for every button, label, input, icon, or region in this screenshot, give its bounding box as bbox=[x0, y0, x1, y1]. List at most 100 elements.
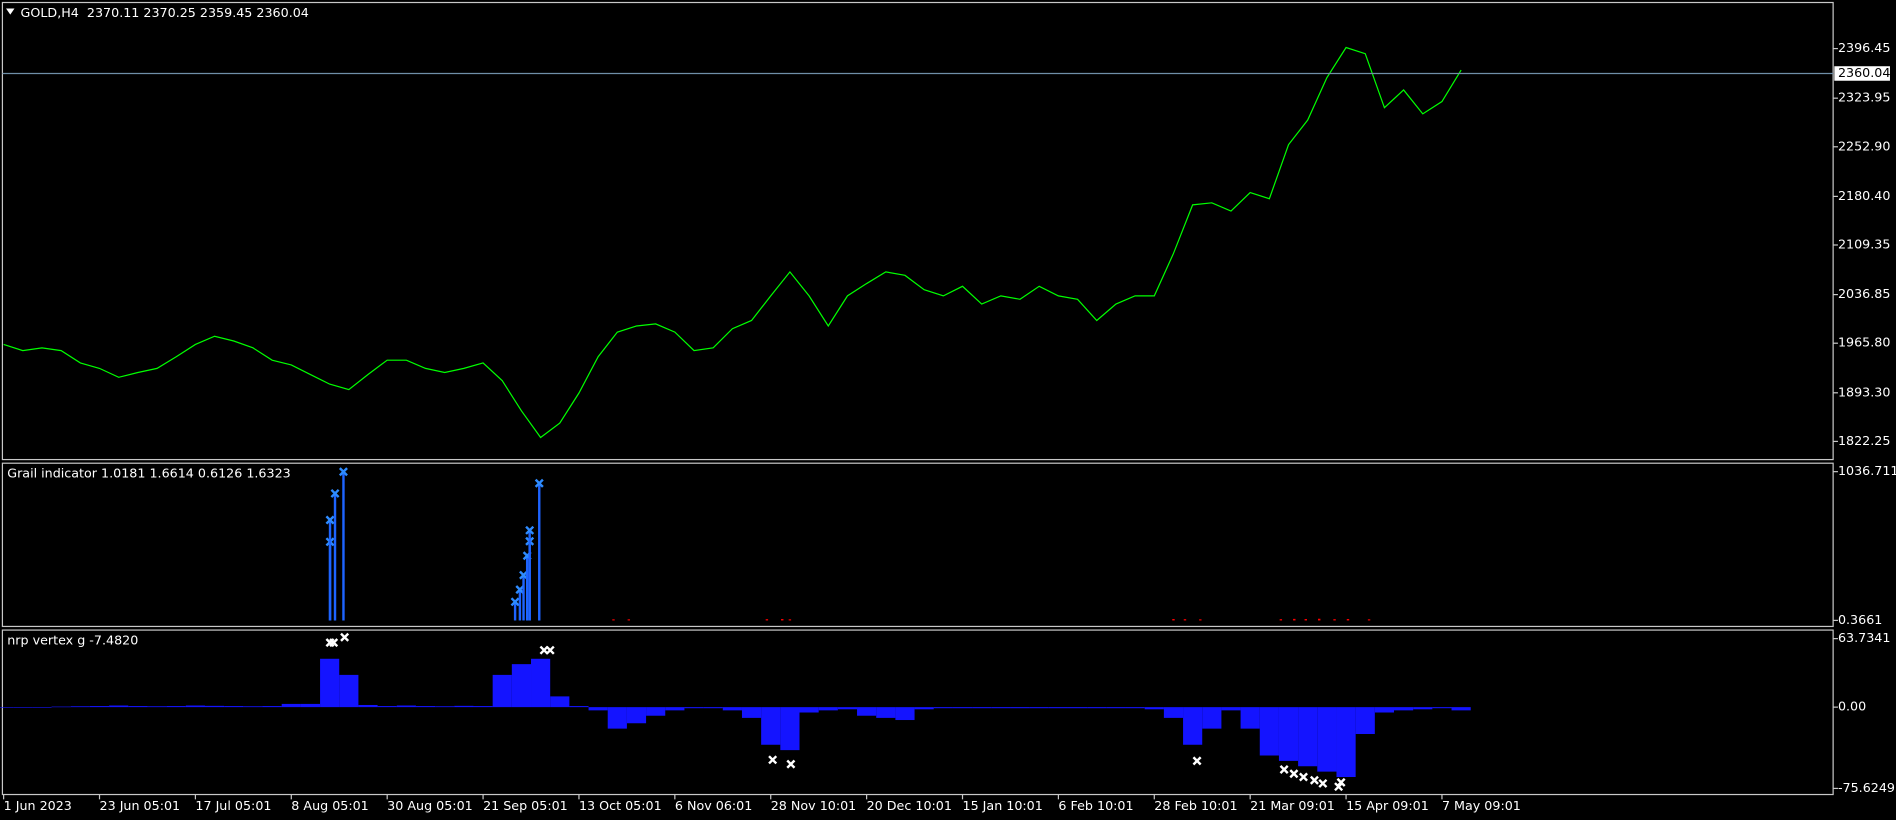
x-tick-label: 15 Jan 10:01 bbox=[963, 798, 1043, 813]
histogram-bar bbox=[32, 707, 52, 708]
y-tick-label: 1965.80 bbox=[1838, 335, 1890, 350]
x-tick-label: 20 Dec 10:01 bbox=[867, 798, 952, 813]
histogram-bar bbox=[262, 706, 282, 708]
histogram-bar bbox=[1125, 707, 1145, 709]
x-tick-label: 28 Feb 10:01 bbox=[1154, 798, 1237, 813]
histogram-bar bbox=[895, 707, 915, 721]
y-tick-label: 2036.85 bbox=[1838, 286, 1890, 301]
histogram-bar bbox=[550, 696, 570, 708]
signal-marker bbox=[1318, 778, 1328, 788]
histogram-bar bbox=[358, 704, 378, 708]
histogram-bar bbox=[1048, 707, 1068, 709]
histogram-bar bbox=[665, 707, 685, 711]
histogram-bar bbox=[224, 706, 244, 708]
stem-marker bbox=[519, 570, 529, 580]
y-tick-label: 0.00 bbox=[1838, 699, 1866, 714]
histogram-bar bbox=[818, 707, 838, 711]
histogram-bar bbox=[320, 658, 340, 708]
y-tick-label: 63.7341 bbox=[1838, 630, 1890, 645]
histogram-bar bbox=[1029, 707, 1049, 709]
stem-marker bbox=[330, 488, 340, 498]
collapse-arrow[interactable] bbox=[6, 8, 15, 15]
histogram-bar bbox=[70, 706, 90, 708]
histogram-bar bbox=[51, 706, 71, 708]
histogram-bar bbox=[1432, 707, 1452, 709]
histogram-bar bbox=[473, 706, 493, 708]
histogram-bar bbox=[876, 707, 896, 718]
histogram-bar bbox=[1298, 707, 1318, 767]
histogram-bar bbox=[857, 707, 877, 716]
signal-marker bbox=[786, 759, 796, 769]
histogram-bar bbox=[1374, 707, 1395, 713]
signal-marker bbox=[768, 755, 778, 765]
histogram-bar bbox=[300, 703, 321, 708]
histogram-bar bbox=[569, 706, 589, 708]
y-tick-label: -75.6249 bbox=[1838, 780, 1895, 795]
stem-marker bbox=[534, 478, 544, 488]
stem-marker bbox=[338, 467, 348, 477]
histogram-bar bbox=[703, 707, 723, 709]
price-panel-frame bbox=[1, 1, 1834, 461]
histogram-bar bbox=[914, 707, 934, 710]
signal-marker bbox=[1336, 777, 1346, 787]
histogram-bar bbox=[339, 674, 359, 708]
signal-marker bbox=[1309, 775, 1319, 785]
y-tick-label: 1822.25 bbox=[1838, 433, 1890, 448]
x-tick-label: 23 Jun 05:01 bbox=[100, 798, 181, 813]
histogram-bar bbox=[626, 707, 647, 724]
signal-marker bbox=[340, 632, 350, 642]
histogram-bar bbox=[646, 707, 666, 716]
histogram-bar bbox=[1010, 707, 1030, 709]
panel-title: nrp vertex g -7.4820 bbox=[7, 632, 138, 647]
histogram-bar bbox=[1087, 707, 1107, 709]
histogram-bar bbox=[1451, 707, 1471, 711]
histogram-bar bbox=[684, 707, 704, 709]
histogram-bar bbox=[1106, 707, 1126, 709]
histogram-bar bbox=[492, 674, 512, 708]
signal-marker bbox=[545, 645, 555, 655]
histogram-bar bbox=[991, 707, 1011, 709]
histogram-bar bbox=[1278, 707, 1299, 761]
signal-marker bbox=[1279, 764, 1289, 774]
y-tick-label: 1036.7111 bbox=[1838, 463, 1896, 478]
signal-marker bbox=[1334, 782, 1344, 792]
histogram-bar bbox=[1259, 707, 1279, 756]
histogram-bar bbox=[531, 658, 551, 708]
histogram-bar bbox=[204, 705, 225, 708]
histogram-bar bbox=[607, 707, 627, 729]
histogram-bar bbox=[13, 707, 33, 708]
histogram-bar bbox=[281, 703, 301, 708]
x-tick-label: 15 Apr 09:01 bbox=[1346, 798, 1429, 813]
nrp-panel-frame bbox=[1, 629, 1834, 796]
histogram-bar bbox=[1202, 707, 1222, 729]
x-tick-label: 6 Feb 10:01 bbox=[1058, 798, 1133, 813]
histogram-bar bbox=[147, 706, 167, 708]
histogram-bar bbox=[166, 706, 186, 708]
histogram-bar bbox=[761, 707, 781, 745]
grail-panel-frame bbox=[1, 462, 1834, 628]
x-tick-label: 6 Nov 06:01 bbox=[675, 798, 752, 813]
histogram-bar bbox=[1221, 707, 1241, 711]
histogram-bar bbox=[89, 706, 110, 708]
y-tick-label: 2396.45 bbox=[1838, 40, 1890, 55]
y-tick-label: 0.3661 bbox=[1838, 612, 1882, 627]
current-price-tag-bg bbox=[1834, 66, 1890, 81]
signal-marker bbox=[1299, 772, 1308, 782]
x-tick-label: 21 Mar 09:01 bbox=[1250, 798, 1335, 813]
x-tick-label: 7 May 09:01 bbox=[1442, 798, 1521, 813]
histogram-bar bbox=[1163, 707, 1184, 718]
histogram-bar bbox=[185, 705, 205, 708]
histogram-bar bbox=[1355, 707, 1375, 735]
x-tick-label: 17 Jul 05:01 bbox=[195, 798, 271, 813]
panel-title: GOLD,H4 2370.11 2370.25 2359.45 2360.04 bbox=[21, 5, 309, 20]
signal-marker bbox=[329, 638, 339, 648]
histogram-bar bbox=[435, 706, 455, 708]
histogram-bar bbox=[377, 706, 397, 708]
histogram-bar bbox=[243, 706, 263, 708]
stem-marker bbox=[325, 515, 335, 525]
histogram-bar bbox=[396, 705, 416, 708]
histogram-bar bbox=[780, 707, 800, 751]
